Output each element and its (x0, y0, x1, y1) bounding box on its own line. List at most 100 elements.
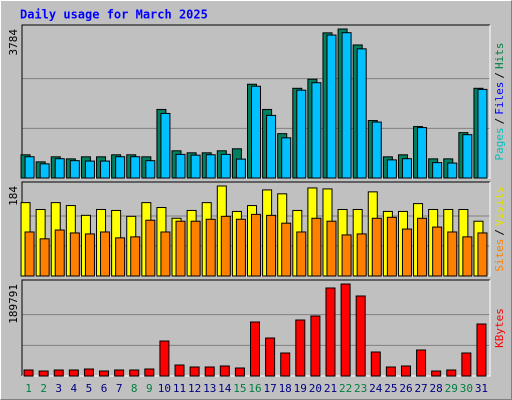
bar (174, 364, 185, 377)
bar (220, 215, 231, 277)
bar (38, 370, 49, 377)
bar (204, 366, 215, 377)
bar (54, 229, 65, 277)
x-tick-label: 6 (101, 382, 108, 395)
bar (129, 369, 140, 377)
legend-separator: / (493, 118, 506, 125)
bar (159, 340, 170, 377)
chart-title: Daily usage for March 2025 (20, 8, 208, 22)
bar (219, 365, 230, 377)
bar (371, 217, 382, 277)
bar (160, 231, 171, 277)
legend-separator: / (493, 72, 506, 79)
legend-item: Hits (493, 43, 506, 70)
bar (24, 156, 35, 179)
bar (281, 137, 292, 179)
x-tick-label: 20 (309, 382, 322, 395)
bar (115, 237, 126, 277)
bar (100, 231, 111, 277)
bar (371, 121, 382, 179)
bar (477, 232, 488, 277)
bar (401, 158, 412, 179)
bar (234, 367, 245, 377)
legend-item: Pages (493, 127, 506, 160)
x-tick-label: 21 (324, 382, 337, 395)
bar (24, 231, 35, 277)
y-tick-label: 189791 (7, 284, 20, 324)
bar (296, 89, 307, 179)
bar (235, 158, 246, 179)
bar (84, 233, 95, 277)
bar (145, 219, 156, 277)
bar (39, 238, 50, 277)
bar (265, 337, 276, 377)
bar (99, 370, 110, 377)
bar (23, 369, 34, 377)
bar (447, 231, 458, 277)
bar (462, 236, 473, 277)
bar (251, 85, 261, 179)
bar (446, 369, 457, 377)
bar (266, 214, 277, 277)
x-tick-label: 24 (369, 382, 383, 395)
bar (295, 319, 306, 377)
x-tick-label: 19 (294, 382, 307, 395)
bar (190, 154, 201, 179)
bar (417, 217, 428, 277)
bar (84, 160, 95, 179)
x-tick-label: 31 (475, 382, 488, 395)
legend: Pages / Files / Hits (493, 43, 506, 161)
bar (250, 321, 260, 377)
x-tick-label: 27 (414, 382, 427, 395)
bar (432, 226, 443, 277)
legend-item: Files (493, 82, 506, 115)
x-tick-label: 26 (399, 382, 412, 395)
x-tick-label: 12 (188, 382, 201, 395)
bar (100, 160, 111, 179)
bar (281, 222, 292, 277)
x-tick-label: 29 (445, 382, 458, 395)
bar (386, 159, 397, 179)
x-tick-label: 17 (263, 382, 276, 395)
bar (220, 153, 231, 179)
bar (296, 231, 307, 277)
bar (431, 370, 442, 377)
x-tick-label: 4 (71, 382, 78, 395)
x-tick-label: 15 (233, 382, 246, 395)
bar (130, 156, 141, 179)
bar (341, 234, 352, 277)
bar (432, 162, 443, 179)
bar (83, 368, 94, 377)
bar (462, 134, 473, 179)
bar (69, 160, 80, 179)
x-tick-label: 7 (116, 382, 123, 395)
x-tick-label: 9 (146, 382, 153, 395)
x-tick-label: 14 (218, 382, 232, 395)
bar (447, 162, 458, 179)
bar (476, 323, 487, 377)
bar (115, 156, 126, 179)
plot-frame-dark (21, 279, 490, 376)
bar (356, 48, 367, 179)
legend-text: Pages / Files / Hits (493, 43, 506, 161)
bar (355, 295, 366, 377)
bar (325, 287, 336, 377)
bar (417, 127, 428, 179)
bar (477, 88, 488, 179)
x-tick-label: 11 (173, 382, 186, 395)
bar (54, 158, 65, 179)
bar (311, 82, 322, 179)
bar (356, 233, 367, 277)
bar (266, 114, 277, 179)
bar (235, 218, 246, 277)
bar (386, 216, 397, 277)
legend-text: KBytes (493, 308, 506, 348)
x-tick-label: 10 (158, 382, 171, 395)
bar (400, 365, 411, 377)
x-tick-label: 13 (203, 382, 216, 395)
x-tick-label: 5 (86, 382, 93, 395)
bar (53, 369, 64, 377)
x-tick-label: 18 (279, 382, 292, 395)
legend: KBytes (493, 308, 506, 348)
